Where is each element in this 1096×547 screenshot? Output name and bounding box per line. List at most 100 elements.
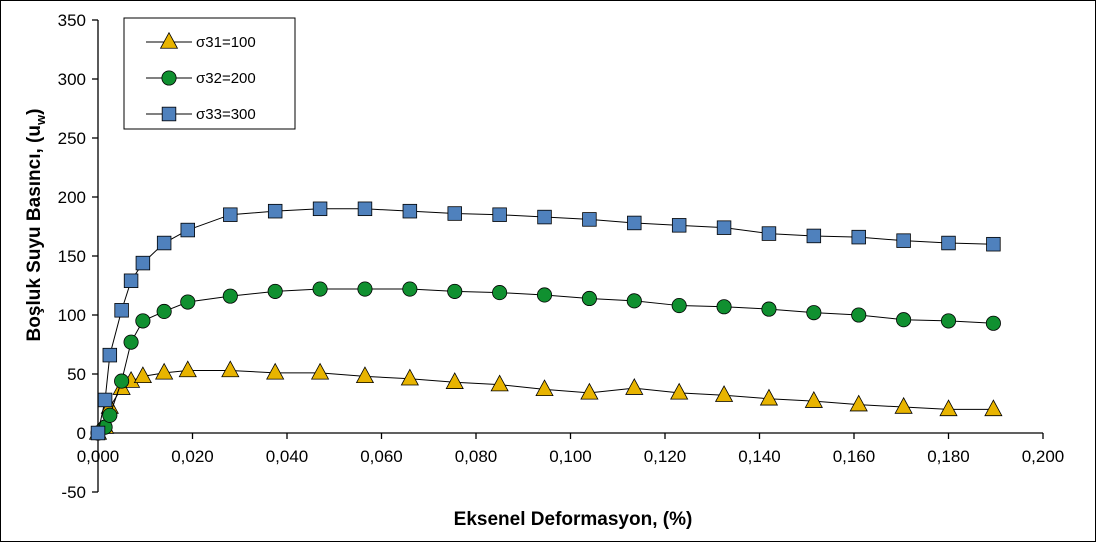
circle-marker xyxy=(492,285,508,301)
y-tick-label: 50 xyxy=(67,365,86,384)
triangle-marker xyxy=(133,366,153,384)
triangle-marker xyxy=(535,379,554,397)
circle-marker xyxy=(135,313,151,329)
x-tick-label: 0,080 xyxy=(455,447,498,466)
triangle-marker xyxy=(221,360,240,378)
square-marker xyxy=(761,226,777,241)
y-tick-label: 150 xyxy=(58,247,86,266)
square-marker xyxy=(90,425,106,441)
triangle-marker xyxy=(670,382,689,400)
y-tick-label: 300 xyxy=(58,70,86,89)
legend-label: σ33=300 xyxy=(196,106,256,123)
square-marker xyxy=(537,209,552,225)
circle-marker xyxy=(806,305,822,321)
circle-marker xyxy=(161,70,177,86)
x-tick-label: 0,120 xyxy=(644,447,687,466)
circle-marker xyxy=(180,294,196,310)
square-marker xyxy=(312,201,328,217)
x-axis-title: Eksenel Deformasyon, (%) xyxy=(454,509,693,530)
series-3 xyxy=(90,201,1001,441)
legend-item: σ33=300 xyxy=(146,106,256,123)
circle-marker xyxy=(761,301,777,317)
square-marker xyxy=(492,207,507,222)
square-marker xyxy=(627,215,642,231)
triangle-marker xyxy=(759,388,779,406)
square-marker xyxy=(97,392,113,408)
square-marker xyxy=(156,235,172,251)
triangle-marker xyxy=(804,391,823,408)
circle-marker xyxy=(896,312,912,328)
triangle-marker xyxy=(159,31,179,49)
y-tick-label: 250 xyxy=(58,129,86,148)
triangle-marker xyxy=(178,360,197,378)
triangle-marker xyxy=(984,399,1003,417)
circle-marker xyxy=(102,407,118,423)
square-marker xyxy=(357,201,373,217)
series-2 xyxy=(90,281,1001,441)
triangle-marker xyxy=(849,394,868,412)
legend: σ31=100 σ32=200 σ33=300 xyxy=(123,17,296,130)
x-tick-label: 0,160 xyxy=(833,447,876,466)
y-axis-title-main: Boşluk Suyu Basıncı, (u xyxy=(24,125,45,341)
x-tick-label: 0,000 xyxy=(77,447,120,466)
legend-item: σ31=100 xyxy=(146,31,256,51)
square-marker xyxy=(447,206,462,221)
x-tick-label: 0,020 xyxy=(171,447,214,466)
x-tick-label: 0,140 xyxy=(738,447,781,466)
x-tick-label: 0,100 xyxy=(549,447,592,466)
square-marker xyxy=(161,106,177,122)
circle-marker xyxy=(716,299,732,315)
square-marker xyxy=(806,228,822,244)
legend-label: σ31=100 xyxy=(196,34,256,51)
circle-marker xyxy=(402,281,418,297)
y-tick-label: -50 xyxy=(61,483,86,502)
y-axis-title-subscript: w xyxy=(33,114,48,126)
triangle-marker xyxy=(155,362,174,380)
circle-marker xyxy=(581,290,597,307)
x-tick-label: 0,060 xyxy=(360,447,403,466)
circle-marker xyxy=(114,373,130,389)
triangle-marker xyxy=(580,382,599,400)
square-marker xyxy=(267,203,283,219)
series-layer xyxy=(88,201,1003,441)
y-axis-title: Boşluk Suyu Basıncı, (uw) xyxy=(24,109,48,342)
circle-marker xyxy=(536,287,553,303)
circle-marker xyxy=(156,303,172,320)
y-tick-label: 200 xyxy=(58,188,86,207)
circle-marker xyxy=(222,288,238,304)
x-tick-label: 0,180 xyxy=(927,447,970,466)
circle-marker xyxy=(985,315,1001,331)
circle-marker xyxy=(267,283,283,299)
square-marker xyxy=(180,222,195,238)
circle-marker xyxy=(447,283,463,299)
square-marker xyxy=(123,273,139,289)
circle-marker xyxy=(940,313,957,329)
triangle-marker xyxy=(894,396,913,414)
square-marker xyxy=(716,220,732,235)
triangle-marker xyxy=(310,362,330,380)
y-tick-label: 0 xyxy=(77,424,86,443)
square-marker xyxy=(582,212,597,227)
circle-marker xyxy=(851,307,867,323)
legend-label: σ32=200 xyxy=(196,70,256,87)
x-tick-label: 0,200 xyxy=(1022,447,1065,466)
circle-marker xyxy=(671,298,687,314)
square-marker xyxy=(941,235,956,251)
square-marker xyxy=(402,203,418,219)
legend-box xyxy=(123,17,296,130)
circle-marker xyxy=(357,281,373,297)
square-marker xyxy=(851,229,866,245)
triangle-marker xyxy=(355,366,375,384)
axes: -50 0 50 100 150 200 250 300 350 0,000 0,020 0,040 0… xyxy=(58,11,1065,502)
square-marker xyxy=(671,218,687,233)
square-marker xyxy=(986,236,1001,252)
triangle-marker xyxy=(445,372,464,389)
triangle-marker xyxy=(714,385,734,402)
triangle-marker xyxy=(939,399,958,417)
triangle-marker xyxy=(400,368,419,386)
y-tick-label: 100 xyxy=(58,306,86,325)
square-marker xyxy=(102,347,118,363)
triangle-marker xyxy=(625,378,644,395)
